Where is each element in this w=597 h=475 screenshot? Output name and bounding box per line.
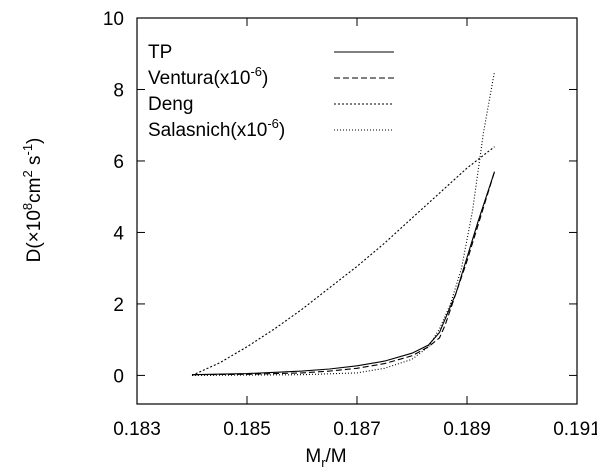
x-tick-label: 0.183 (113, 419, 161, 440)
y-tick-label: 2 (113, 295, 124, 316)
series-line-tp (191, 171, 496, 376)
y-tick-label: 6 (113, 152, 124, 173)
series-line-deng (191, 146, 495, 376)
x-tick-label: 0.185 (223, 419, 271, 440)
x-axis-label: Mr/M (305, 446, 346, 470)
series-layer (191, 71, 496, 376)
legend-label-tp: TP (148, 42, 172, 63)
x-tick-label: 0.187 (333, 419, 381, 440)
legend-label-salasnich-x10-6: Salasnich(x10-6) (148, 116, 285, 141)
series-line-ventura-x10-6 (191, 171, 496, 376)
x-tick-label: 0.189 (443, 419, 491, 440)
y-tick-label: 0 (113, 366, 124, 387)
legend-label-ventura-x10-6: Ventura(x10-6) (148, 64, 268, 89)
y-axis-label: D(×108cm2 s-1) (20, 138, 45, 263)
y-tick-label: 8 (113, 80, 124, 101)
y-tick-label: 4 (113, 223, 124, 244)
legend-label-deng: Deng (148, 94, 193, 115)
x-tick-label: 0.191 (553, 419, 597, 440)
y-tick-label: 10 (103, 9, 124, 30)
series-line-salasnich-x10-6 (191, 71, 496, 376)
ticks-layer: 0.183 0.185 0.187 0.189 0.191 0 2 4 6 8 10 (103, 9, 597, 440)
